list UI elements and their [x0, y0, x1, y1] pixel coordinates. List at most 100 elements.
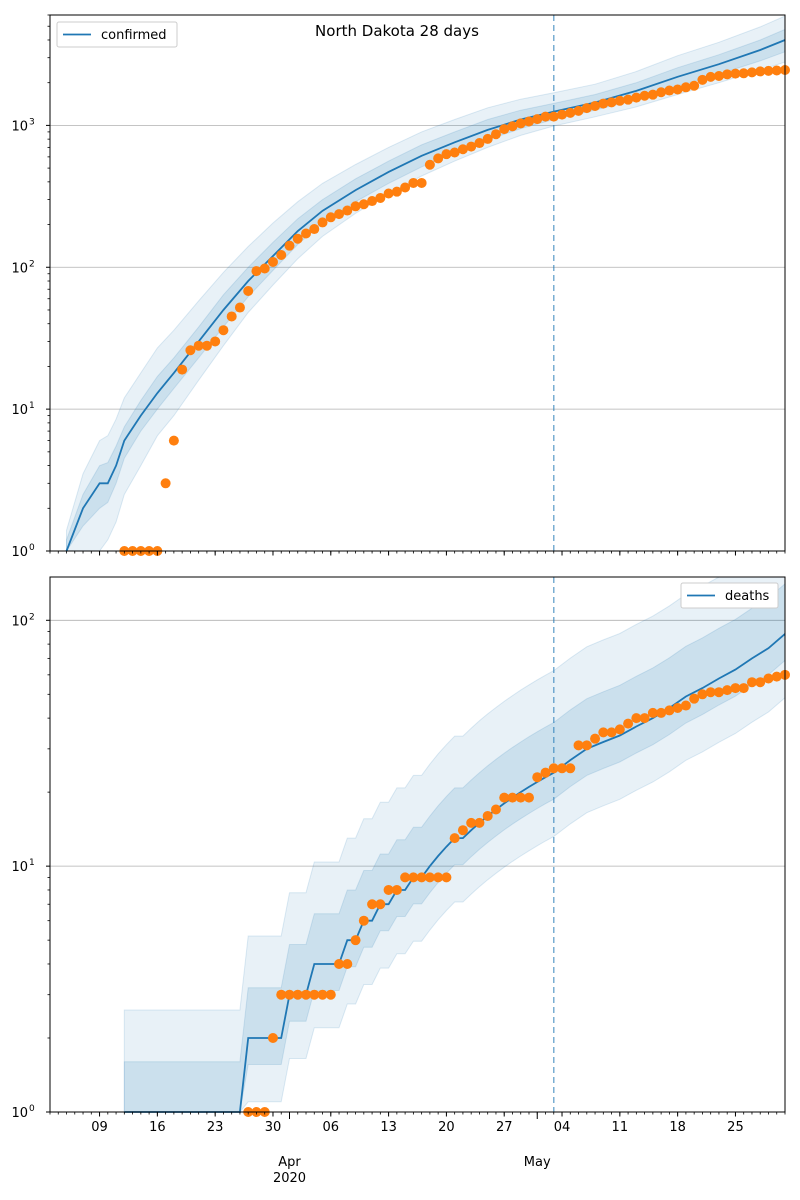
- observed-point: [755, 677, 766, 688]
- x-tick-label: 20: [438, 1120, 455, 1135]
- observed-point: [656, 87, 667, 98]
- observed-point: [746, 677, 757, 688]
- y-tick-label: 10: [11, 403, 28, 418]
- x-tick-label: 11: [612, 1120, 629, 1135]
- observed-point: [689, 80, 700, 91]
- observed-point: [276, 989, 287, 1000]
- x-tick-label: 09: [91, 1120, 108, 1135]
- observed-point: [210, 336, 221, 347]
- observed-point: [590, 100, 601, 111]
- observed-point: [375, 899, 386, 910]
- observed-point: [309, 224, 320, 235]
- y-tick-label: 10: [11, 860, 28, 875]
- observed-point: [317, 217, 328, 228]
- observed-point: [532, 114, 543, 125]
- observed-point: [334, 958, 345, 969]
- observed-point: [573, 105, 584, 116]
- legend-label-confirmed: confirmed: [101, 28, 167, 43]
- series-line-confirmed: [65, 39, 786, 552]
- observed-point: [490, 129, 501, 140]
- deaths-legend: deaths: [680, 582, 779, 609]
- observed-point: [763, 65, 774, 76]
- observed-point: [548, 763, 559, 774]
- observed-point: [424, 872, 435, 883]
- y-tick-label-exponent: 3: [29, 117, 35, 127]
- observed-point: [400, 872, 411, 883]
- observed-point: [532, 772, 543, 783]
- observed-point: [416, 872, 427, 883]
- observed-point: [367, 899, 378, 910]
- observed-point: [656, 707, 667, 718]
- observed-point: [647, 89, 658, 100]
- observed-point: [466, 141, 477, 152]
- observed-point: [433, 872, 444, 883]
- observed-point: [705, 71, 716, 82]
- observed-point: [325, 989, 336, 1000]
- legend-box: [56, 21, 178, 48]
- observed-point: [623, 94, 634, 105]
- x-tick-label: 30: [265, 1120, 282, 1135]
- y-tick-label-exponent: 0: [29, 543, 35, 553]
- observed-point: [284, 989, 295, 1000]
- observed-point: [598, 727, 609, 738]
- observed-point: [449, 833, 460, 844]
- observed-point: [614, 95, 625, 106]
- observed-point: [284, 240, 295, 251]
- observed-point: [466, 817, 477, 828]
- observed-point: [234, 302, 245, 313]
- observed-point: [557, 109, 568, 120]
- x-tick-label: 13: [380, 1120, 397, 1135]
- observed-point: [441, 872, 452, 883]
- observed-point: [598, 98, 609, 109]
- observed-point: [292, 233, 303, 244]
- observed-point: [449, 147, 460, 158]
- x-tick-label: 06: [323, 1120, 340, 1135]
- observed-point: [631, 92, 642, 103]
- observed-point: [697, 689, 708, 700]
- observed-point: [358, 915, 369, 926]
- observed-point: [276, 250, 287, 261]
- y-tick-label-exponent: 0: [29, 1104, 35, 1114]
- y-tick-label: 10: [11, 1106, 28, 1121]
- observed-point: [267, 1032, 278, 1043]
- x-tick-label: 25: [727, 1120, 744, 1135]
- observed-point: [540, 767, 551, 778]
- deaths-prediction-bands: [123, 576, 786, 1113]
- observed-point: [738, 68, 749, 79]
- observed-point: [614, 724, 625, 735]
- observed-point: [350, 935, 361, 946]
- observed-point: [540, 111, 551, 122]
- observed-point: [334, 209, 345, 220]
- observed-point: [713, 71, 724, 82]
- legend-box: [680, 582, 779, 609]
- observed-point: [251, 266, 262, 277]
- x-tick-label: 23: [207, 1120, 224, 1135]
- observed-point: [457, 144, 468, 155]
- observed-point: [606, 97, 617, 108]
- observed-point: [367, 196, 378, 207]
- confirmed-plot-frame: [49, 14, 786, 552]
- observed-point: [639, 90, 650, 101]
- confirmed-observed-points: [119, 65, 790, 556]
- observed-point: [672, 84, 683, 95]
- observed-point: [557, 763, 568, 774]
- observed-point: [523, 116, 534, 127]
- observed-point: [301, 989, 312, 1000]
- observed-point: [565, 107, 576, 118]
- observed-point: [177, 364, 188, 375]
- observed-point: [168, 435, 179, 446]
- observed-point: [441, 149, 452, 160]
- observed-point: [664, 705, 675, 716]
- observed-point: [672, 702, 683, 713]
- observed-point: [689, 693, 700, 704]
- observed-point: [391, 884, 402, 895]
- deaths-plot-frame: [49, 576, 786, 1113]
- x-tick-label: 04: [554, 1120, 571, 1135]
- observed-point: [342, 205, 353, 216]
- observed-point: [301, 228, 312, 239]
